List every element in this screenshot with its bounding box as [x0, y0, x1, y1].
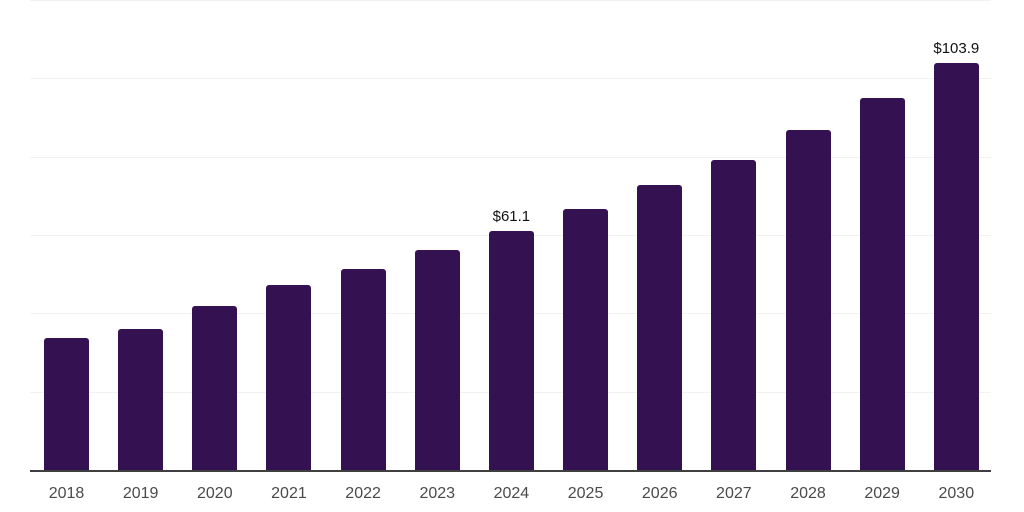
- gridline-80: [30, 156, 991, 158]
- x-tick-2027: 2027: [716, 485, 752, 502]
- bar-2020: [192, 305, 238, 470]
- x-tick-2028: 2028: [790, 485, 826, 502]
- bar-2030: [933, 63, 979, 470]
- bar-2028: [785, 130, 831, 470]
- bar-2029: [859, 97, 905, 470]
- x-tick-2030: 2030: [938, 485, 975, 502]
- value-label-2030: $103.9: [933, 40, 980, 58]
- x-tick-2018: 2018: [48, 485, 85, 502]
- bar-2018: [44, 338, 89, 470]
- bar-2024: [488, 230, 534, 470]
- x-axis-line: [30, 470, 991, 472]
- bar-2019: [118, 329, 164, 470]
- bar-2026: [637, 184, 683, 470]
- x-tick-2023: 2023: [419, 485, 456, 502]
- x-tick-2024: 2024: [493, 485, 530, 502]
- x-tick-2019: 2019: [122, 485, 159, 502]
- gridline-120: [30, 0, 991, 1]
- bar-2021: [266, 285, 312, 470]
- value-label-2024: $61.1: [492, 207, 531, 225]
- x-tick-2025: 2025: [567, 485, 604, 502]
- x-tick-2026: 2026: [641, 485, 678, 502]
- plot-area: $61.1 $103.9: [30, 0, 991, 470]
- x-tick-2020: 2020: [197, 485, 233, 502]
- bar-2022: [340, 268, 386, 470]
- bar-2027: [711, 159, 757, 470]
- bar-2023: [414, 249, 460, 470]
- bar-2025: [563, 209, 609, 470]
- x-tick-2021: 2021: [271, 485, 307, 502]
- x-tick-2022: 2022: [345, 485, 381, 502]
- x-tick-2029: 2029: [864, 485, 900, 502]
- gridline-100: [30, 78, 991, 80]
